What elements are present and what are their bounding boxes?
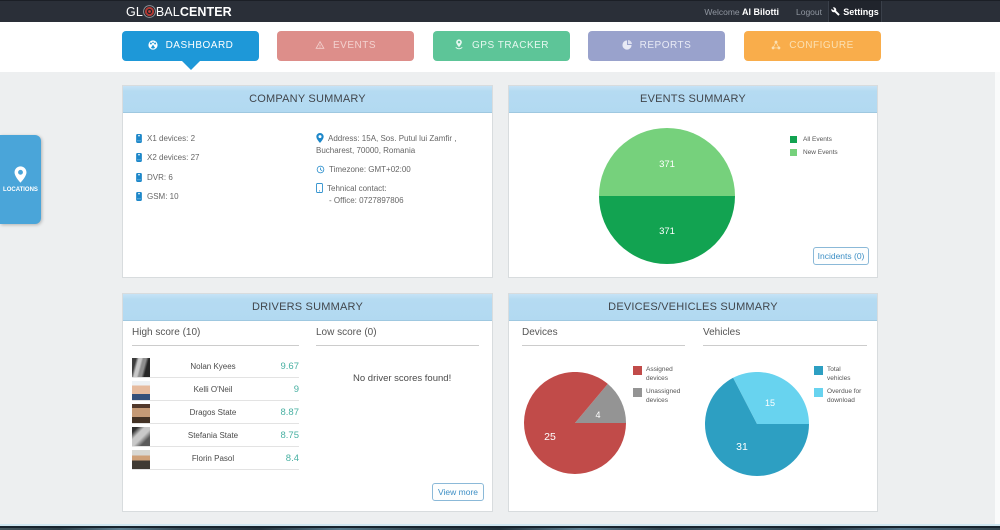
svg-text:25: 25 (544, 431, 556, 443)
svg-text:371: 371 (659, 226, 675, 237)
svg-text:4: 4 (595, 410, 600, 420)
svg-text:371: 371 (659, 159, 675, 170)
svg-text:15: 15 (765, 398, 775, 408)
svg-text:31: 31 (736, 441, 748, 453)
